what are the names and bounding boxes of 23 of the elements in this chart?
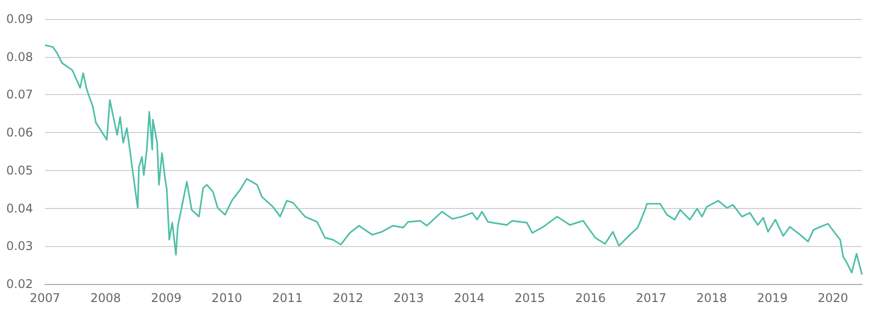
x-tick-label: 2007 <box>30 291 60 305</box>
x-tick-label: 2017 <box>636 291 666 305</box>
x-tick-label: 2016 <box>575 291 606 305</box>
x-tick-label: 2009 <box>150 291 182 305</box>
x-tick-label: 2013 <box>393 291 424 305</box>
y-tick-label: 0.03 <box>6 239 33 254</box>
x-tick-label: 2008 <box>90 291 121 305</box>
y-tick-label: 0.07 <box>6 88 33 102</box>
y-tick-label: 0.02 <box>6 277 33 291</box>
x-tick-label: 2020 <box>818 291 848 305</box>
y-tick-label: 0.09 <box>6 12 33 26</box>
x-tick-label: 2010 <box>212 291 242 305</box>
y-tick-label: 0.08 <box>6 50 33 64</box>
x-tick-label: 2014 <box>454 291 485 305</box>
x-tick-label: 2018 <box>696 291 727 305</box>
x-tick-label: 2015 <box>514 291 546 305</box>
y-tick-label: 0.05 <box>6 163 33 178</box>
x-tick-label: 2012 <box>332 291 364 305</box>
line-series <box>44 44 863 276</box>
y-tick-label: 0.06 <box>6 126 33 140</box>
x-tick-label: 2011 <box>272 291 303 305</box>
x-tick-label: 2019 <box>757 291 788 305</box>
y-tick-label: 0.04 <box>6 201 33 216</box>
